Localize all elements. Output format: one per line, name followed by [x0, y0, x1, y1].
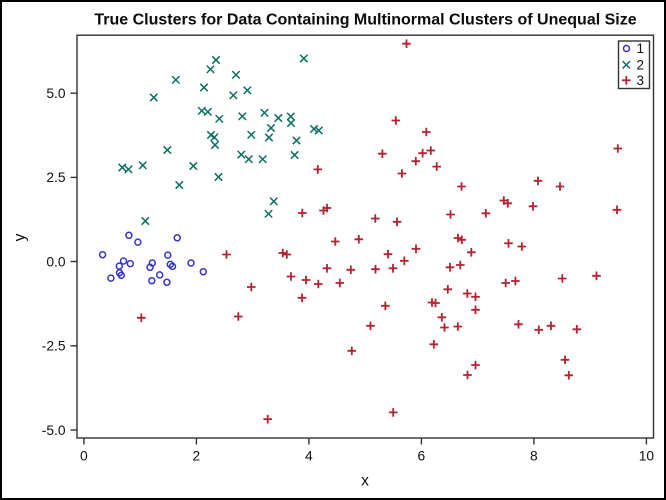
svg-text:2.5: 2.5	[46, 170, 66, 185]
svg-text:0.0: 0.0	[46, 254, 66, 269]
svg-text:10: 10	[639, 448, 655, 463]
svg-text:-5.0: -5.0	[42, 423, 66, 438]
svg-text:2: 2	[193, 448, 201, 463]
svg-text:-2.5: -2.5	[42, 339, 66, 354]
svg-text:0: 0	[80, 448, 88, 463]
svg-text:True Clusters for Data Contain: True Clusters for Data Containing Multin…	[94, 12, 636, 29]
svg-text:2: 2	[637, 57, 645, 72]
svg-text:x: x	[361, 473, 369, 490]
svg-text:4: 4	[305, 448, 313, 463]
svg-text:3: 3	[637, 73, 645, 88]
svg-text:y: y	[12, 233, 29, 241]
svg-text:6: 6	[418, 448, 426, 463]
svg-text:1: 1	[637, 41, 645, 56]
svg-text:8: 8	[530, 448, 538, 463]
svg-text:5.0: 5.0	[46, 86, 66, 101]
